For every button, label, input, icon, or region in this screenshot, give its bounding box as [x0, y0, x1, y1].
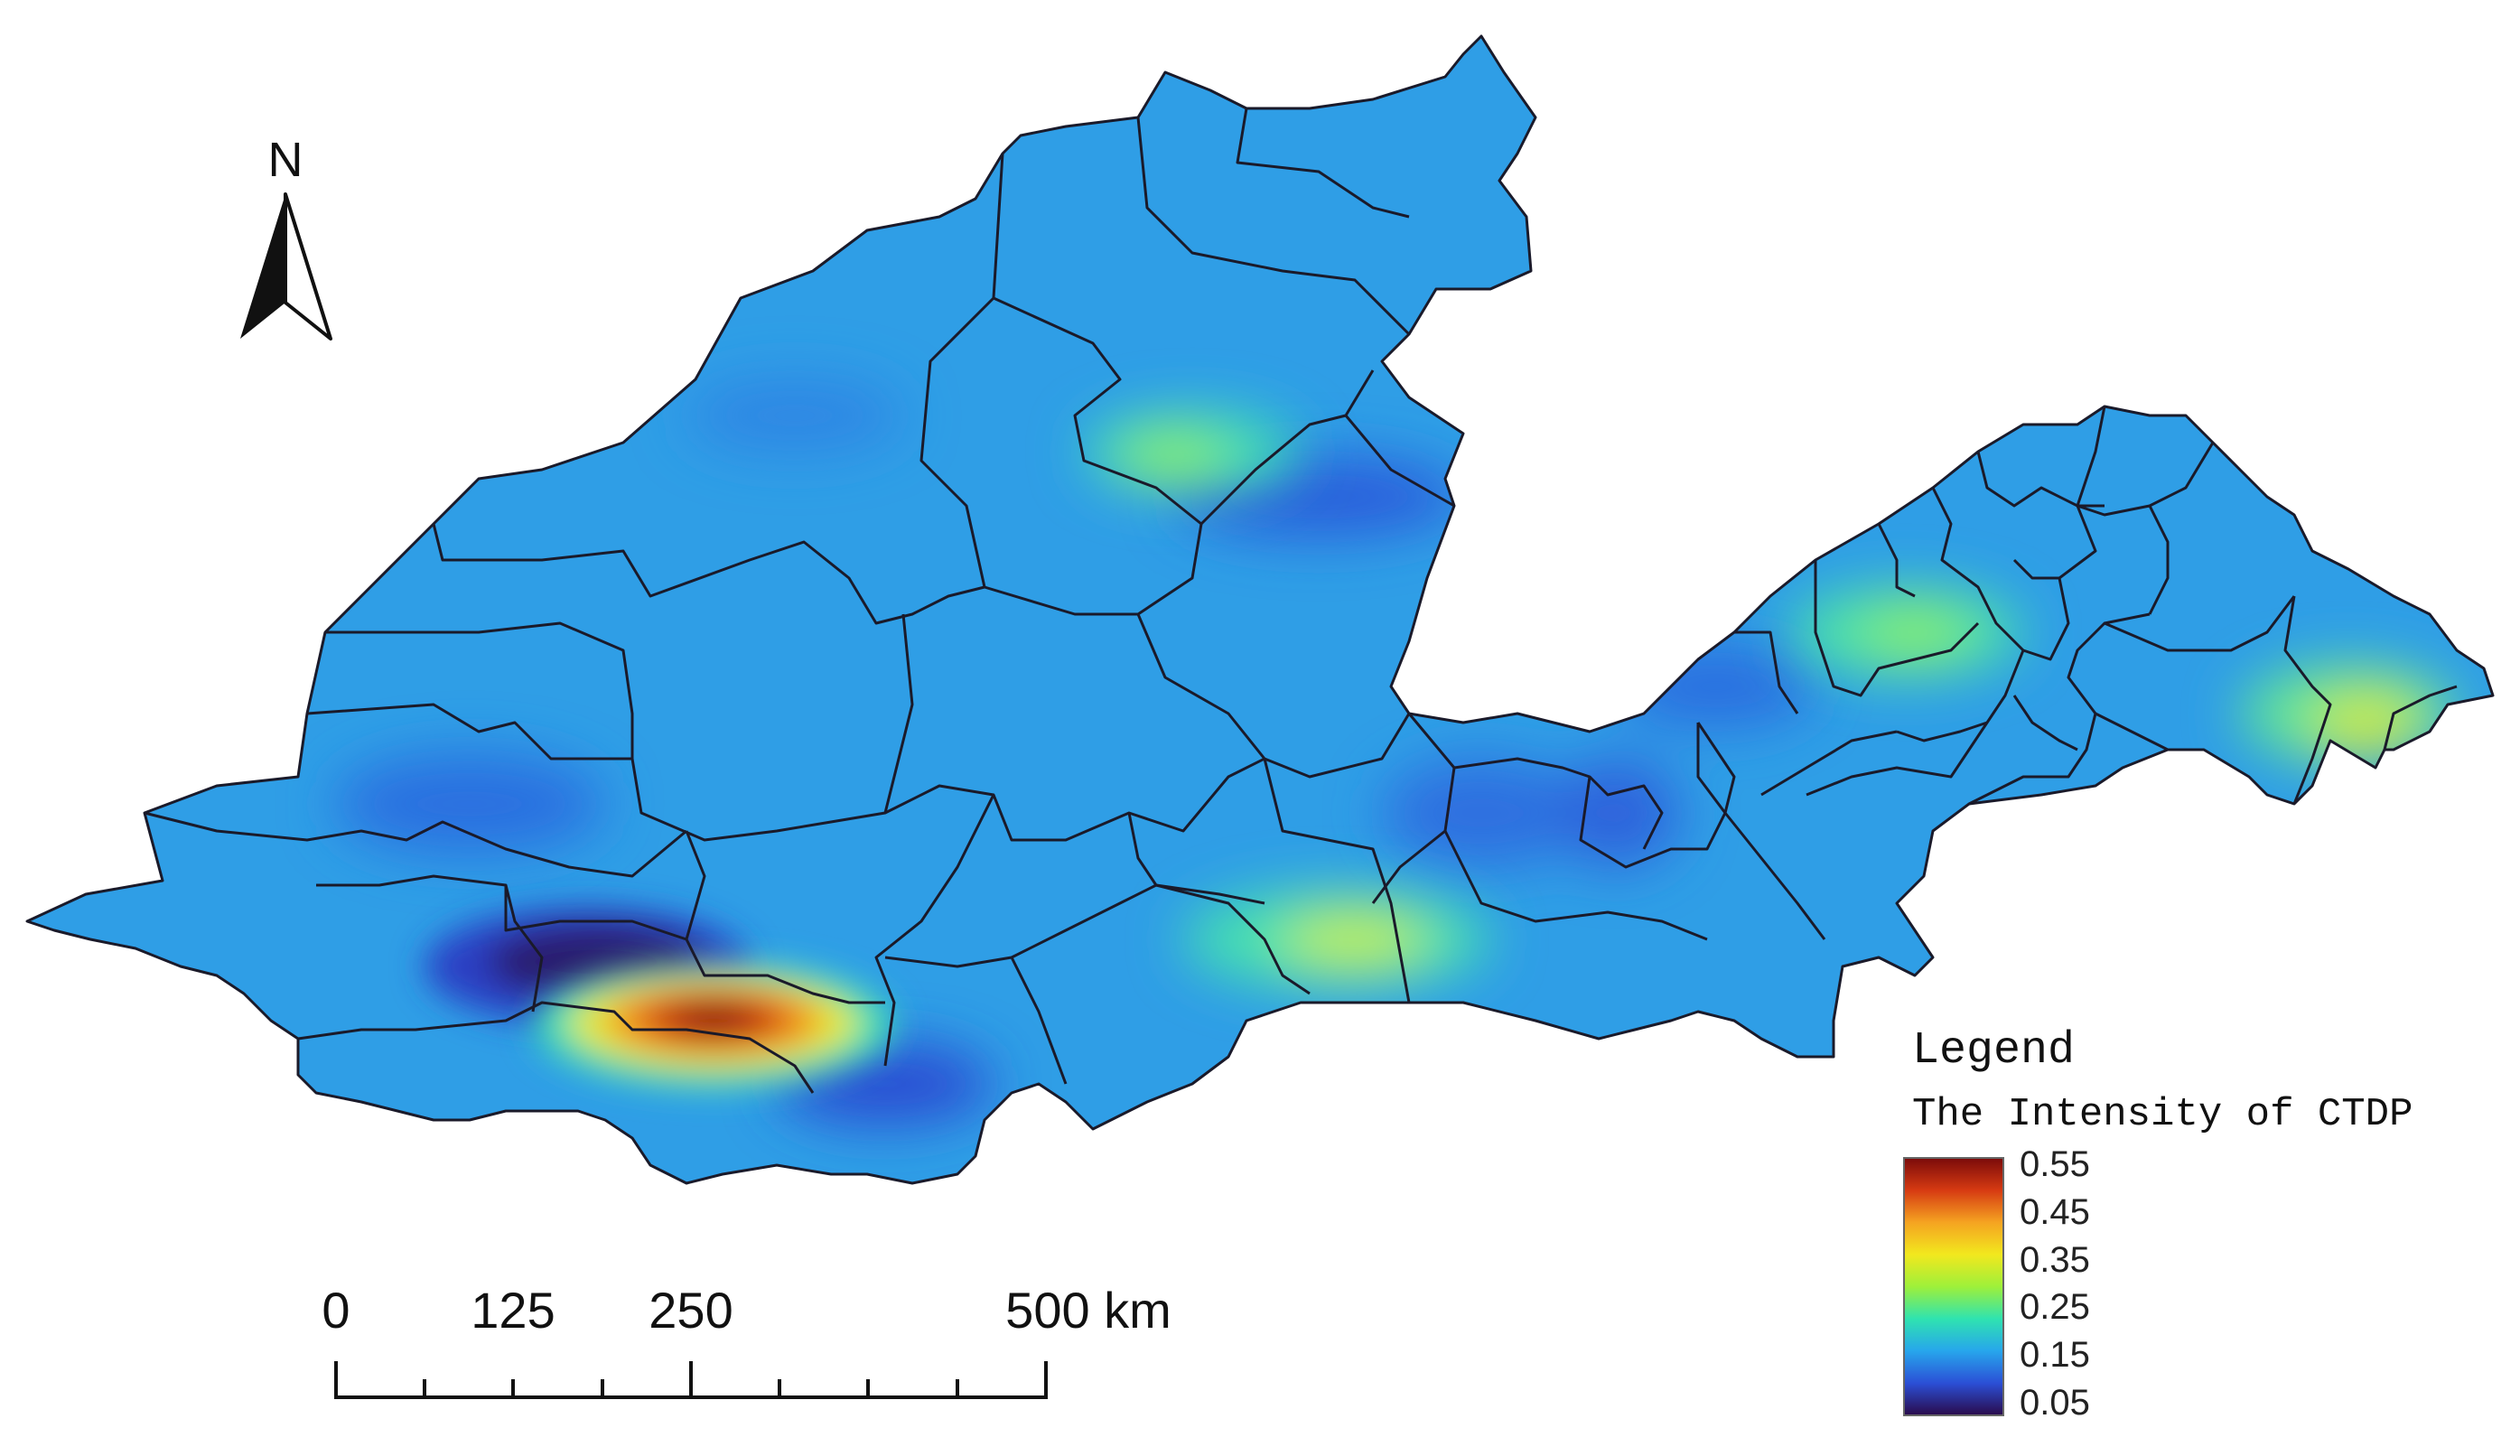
boundary-east-4 [1588, 775, 1664, 850]
boundary-north-3 [919, 153, 1004, 588]
low-patch-central-east [1382, 759, 1581, 867]
boundary-east-22 [2383, 685, 2458, 751]
scale-bar-ruler [334, 1361, 1048, 1399]
scale-bar: 0 125 250 500 km [322, 1282, 1171, 1399]
boundary-east-13 [2012, 558, 2059, 580]
boundary-west-1 [144, 811, 687, 878]
medium-intensity-patches [1084, 411, 2457, 989]
boundary-north-6 [1344, 415, 1455, 508]
scale-label-500: 500 km [1005, 1282, 1171, 1339]
legend-tick-0.15: 0.15 [2020, 1335, 2090, 1375]
boundary-central-3 [984, 585, 1138, 616]
peak-core [673, 1006, 754, 1031]
low-patch-east [1617, 646, 1815, 727]
north-arrow-icon [240, 192, 332, 341]
boundary-central-5 [325, 621, 634, 759]
legend-colorbar [1903, 1157, 2004, 1416]
boundary-east-8 [1814, 560, 1980, 697]
boundary-south-2 [1010, 957, 1068, 1085]
low-patch-west [334, 754, 605, 854]
boundary-north-1 [1136, 117, 1411, 336]
medium-patch-north-core [1120, 434, 1228, 479]
boundary-east-7 [1734, 630, 1799, 714]
boundary-east-3 [1443, 830, 1708, 941]
legend: Legend The Intensity of CTDP 0.55 0.45 0… [1903, 1025, 2413, 1423]
boundary-east-2 [1371, 767, 1456, 904]
legend-tick-0.45: 0.45 [2020, 1192, 2090, 1232]
legend-ticks: 0.55 0.45 0.35 0.25 0.15 0.05 [2020, 1144, 2090, 1423]
boundary-east-19 [2104, 595, 2296, 652]
legend-subtitle: The Intensity of CTDP [1912, 1092, 2413, 1137]
legend-tick-0.05: 0.05 [2020, 1383, 2090, 1423]
boundary-north-2 [1236, 107, 1410, 219]
boundary-east-9 [1877, 523, 1916, 598]
scale-label-0: 0 [322, 1282, 350, 1339]
boundary-central-2 [883, 613, 914, 814]
boundary-west-3 [297, 1001, 815, 1094]
scale-label-125: 125 [471, 1282, 555, 1339]
medium-patch-east-core [1861, 610, 1969, 655]
boundaries [25, 34, 2495, 1185]
boundary-south-1 [884, 883, 1157, 968]
legend-tick-0.35: 0.35 [2020, 1240, 2090, 1280]
boundary-central-8 [1263, 758, 1411, 1003]
boundary-east-5 [1696, 722, 1826, 940]
boundary-east-18 [1806, 722, 1989, 797]
boundary-east-11 [1976, 451, 2105, 508]
legend-tick-0.25: 0.25 [2020, 1287, 2090, 1327]
boundary-east-16 [1968, 612, 2151, 806]
medium-patch-far-east-core [2312, 691, 2421, 754]
legend-tick-0.55: 0.55 [2020, 1144, 2090, 1184]
boundary-east-20 [2283, 595, 2332, 805]
boundary-east-1 [1407, 713, 1727, 869]
boundary-east-17 [2012, 695, 2078, 751]
boundary-east-6 [1760, 730, 1898, 797]
peak-hotspot [533, 962, 894, 1088]
medium-patch-south-central-core [1283, 914, 1427, 965]
low-patch-north [686, 379, 903, 452]
boundary-west-4 [504, 884, 544, 1013]
boundary-west-5 [685, 830, 706, 940]
boundary-east-15 [2148, 505, 2170, 615]
legend-title: Legend [1912, 1025, 2075, 1077]
boundary-east-12 [2022, 406, 2106, 661]
scale-label-250: 250 [649, 1282, 733, 1339]
boundary-north-4 [993, 296, 1375, 526]
boundary-north-5 [1136, 523, 1411, 779]
north-arrow: N [240, 133, 332, 341]
boundary-central-1 [432, 523, 985, 625]
scale-bar-labels: 0 125 250 500 km [322, 1282, 1171, 1339]
boundary-east-21 [2095, 712, 2169, 751]
north-label: N [268, 133, 303, 187]
boundary-south-3 [1155, 883, 1311, 995]
boundary-west-2 [316, 874, 885, 1004]
boundary-central-6 [874, 794, 995, 1067]
